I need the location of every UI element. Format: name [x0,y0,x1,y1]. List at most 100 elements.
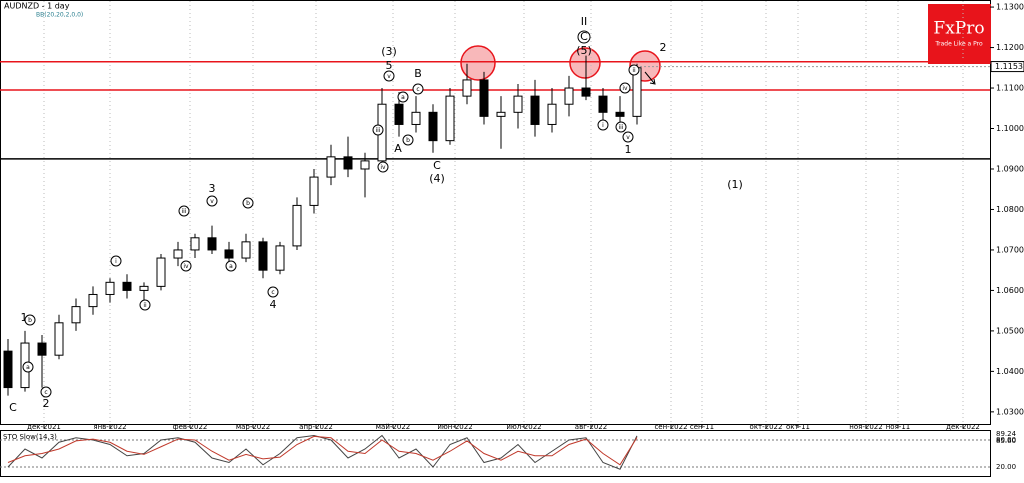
x-tick-label: окт-11 [786,423,810,431]
candle-body [411,111,421,125]
candle-body [360,160,370,170]
indicator-label: BB(20,20,2,0,0) [36,12,83,19]
candle-body [479,79,489,117]
wave-label: (4) [429,172,445,185]
wave-circle [412,83,424,95]
circled-label: c [271,289,274,296]
candle-body [598,95,608,113]
price-frame [0,0,991,425]
candle-body [224,249,234,259]
candle-body [54,322,64,356]
circled-label: v [387,73,391,80]
candle-body [292,204,302,247]
x-tick-label: сен-11 [690,423,714,431]
chart-title: AUDNZD - 1 day [4,2,70,11]
candle-body [513,95,523,113]
circled-label: v [626,134,630,141]
wave-circle [397,91,409,103]
wave-circle [597,119,609,131]
value-label: 85.60 [996,437,1016,445]
wave-label: 3 [209,182,216,195]
x-tick-label: апр-2022 [299,423,333,431]
wave-label: (3) [381,45,397,58]
y-tick-label: 1.0600 [996,286,1024,295]
highlight-circle [460,45,496,81]
wave-circle [622,131,634,143]
wave-label: (5) [576,44,592,57]
circled-label: b [28,317,32,324]
wave-circle [242,197,254,209]
wave-label: 5 [386,59,393,72]
wave-circle [577,30,591,44]
candle-body [428,111,438,142]
candle-body [88,293,98,308]
x-tick-label: ноя-11 [886,423,911,431]
y-tick-label: 1.0700 [996,245,1024,254]
wave-circle [377,161,389,173]
circled-label: a [26,364,30,371]
wave-circle [178,205,190,217]
circled-label: ii [632,67,636,74]
candle-body [156,257,166,287]
circled-label: c [416,86,419,93]
circled-label: v [210,198,214,205]
circled-label: b [406,137,410,144]
y-tick-label: 1.0500 [996,326,1024,335]
candle-body [3,350,13,389]
candle-body [496,111,506,117]
wave-circle [628,64,640,76]
circled-label: a [401,94,405,101]
wave-circle [180,260,192,272]
candle-body [564,87,574,105]
circled-label: iii [375,127,380,134]
circled-label: i [115,258,117,265]
value-label: 89.24 [996,430,1017,438]
y-tick-label: 1.1100 [996,84,1024,93]
wave-circle [402,134,414,146]
x-tick-label: дек-2021 [27,423,61,431]
y-tick-label: 1.1300 [996,3,1024,12]
y-tick-label: 1.0400 [996,367,1024,376]
wave-circle [615,121,627,133]
wave-circle [139,299,151,311]
wave-label: 4 [270,298,277,311]
circled-label: ii [143,302,147,309]
candle-body [207,237,217,251]
oscillator-frame [0,430,991,477]
circled-label: i [602,122,604,129]
circled-label: iv [183,263,189,270]
wave-label: C [9,401,17,414]
candle-body [190,237,200,251]
logo-box [928,4,991,64]
candle-body [241,241,251,259]
x-tick-label: мар-2022 [236,423,270,431]
candle-body [343,156,353,170]
wave-label: A [394,142,402,155]
candle-body [122,281,132,291]
circled-label: b [246,200,250,207]
wave-circle [383,70,395,82]
logo-tagline: Trade Like a Pro [934,41,983,48]
candle-body [258,241,268,271]
candle-body [394,103,404,125]
last-price-label: 1.1153 [995,62,1023,71]
candle-body [326,156,336,178]
y-tick-label: 80.00 [996,436,1016,444]
wave-circle [24,314,36,326]
logo: FxPro [933,19,984,39]
candle-body [105,281,115,295]
oscillator-line [7,435,638,466]
highlight-circle [569,47,601,79]
wave-label: B [414,67,422,80]
wave-label: C [433,159,441,172]
wave-circle [372,124,384,136]
candle-body [547,103,557,125]
candle-body [615,111,625,117]
candle-body [581,87,591,97]
wave-circle [619,82,631,94]
wave-circle [225,260,237,272]
candle-body [139,285,149,291]
wave-label: (1) [727,178,743,191]
x-tick-label: авг-2022 [575,423,607,431]
